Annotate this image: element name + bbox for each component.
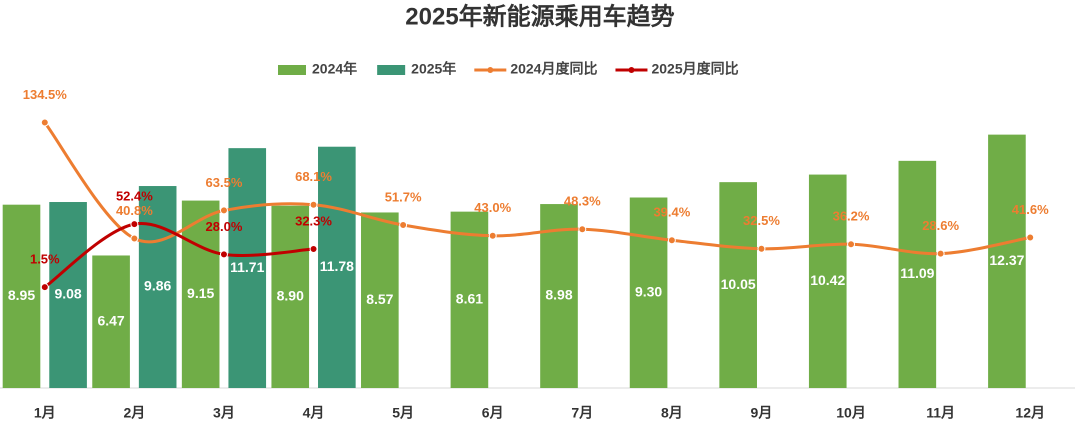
- x-tick-label: 8月: [661, 405, 683, 421]
- x-tick-label: 5月: [392, 405, 414, 421]
- line-marker: [40, 118, 49, 127]
- bar: [138, 186, 177, 388]
- line-value-label: 52.4%: [116, 189, 153, 204]
- legend-swatch: [278, 65, 306, 75]
- line-marker: [847, 240, 856, 249]
- legend-swatch: [487, 67, 494, 73]
- bar-value-label: 11.09: [900, 265, 934, 281]
- line-marker: [667, 236, 676, 245]
- bar-value-label: 6.47: [97, 312, 124, 328]
- bar-value-label: 9.08: [54, 286, 81, 302]
- legend-swatch: [628, 67, 635, 73]
- line-value-label: 32.3%: [295, 213, 332, 228]
- line-marker: [219, 206, 228, 215]
- bar-value-label: 8.61: [456, 291, 483, 307]
- legend-label: 2024年: [312, 61, 357, 77]
- line-value-label: 134.5%: [23, 87, 68, 102]
- bar-value-label: 10.05: [721, 276, 756, 292]
- bar-value-label: 11.78: [320, 258, 354, 274]
- bar: [49, 202, 87, 388]
- line-value-label: 41.6%: [1012, 202, 1049, 217]
- x-tick-label: 12月: [1015, 405, 1045, 421]
- bar-value-label: 8.57: [366, 291, 393, 307]
- line-value-label: 40.8%: [116, 203, 153, 218]
- chart-title: 2025年新能源乘用车趋势: [405, 2, 674, 30]
- bar: [988, 134, 1026, 388]
- bar-value-label: 9.30: [635, 283, 662, 299]
- legend-label: 2025年: [411, 61, 456, 77]
- line-value-label: 68.1%: [295, 169, 332, 184]
- bar: [361, 212, 399, 388]
- bar: [271, 205, 310, 388]
- line-marker: [309, 245, 318, 254]
- bar: [2, 204, 41, 388]
- line: [43, 222, 314, 289]
- line-marker: [757, 244, 766, 253]
- line-value-label: 28.0%: [206, 219, 243, 234]
- legend-label: 2025月度同比: [651, 61, 738, 77]
- bar: [181, 200, 220, 388]
- line-value-label: 1.5%: [30, 252, 60, 267]
- x-tick-label: 2月: [123, 405, 145, 421]
- line-marker: [130, 220, 139, 229]
- x-tick-label: 9月: [751, 405, 773, 421]
- line-value-label: 36.2%: [833, 209, 870, 224]
- bar: [808, 174, 847, 388]
- line-marker: [40, 283, 49, 292]
- line-marker: [130, 234, 139, 243]
- line-marker: [488, 231, 497, 240]
- x-tick-label: 4月: [303, 405, 325, 421]
- line-marker: [219, 250, 228, 259]
- x-tick-label: 1月: [34, 405, 56, 421]
- line-marker: [936, 249, 945, 258]
- x-tick-label: 6月: [482, 405, 504, 421]
- line-value-label: 32.5%: [743, 213, 780, 228]
- bar-value-label: 11.71: [230, 259, 264, 275]
- x-tick-label: 10月: [836, 405, 866, 421]
- bar-value-label: 9.86: [144, 278, 171, 294]
- bar-value-label: 12.37: [989, 252, 1024, 268]
- line-marker: [309, 200, 318, 209]
- line-marker: [1026, 233, 1035, 242]
- line-value-label: 63.5%: [206, 175, 243, 190]
- bar: [228, 148, 267, 388]
- bar-value-label: 9.15: [187, 285, 214, 301]
- bar: [719, 182, 757, 388]
- bar: [898, 160, 937, 388]
- line-value-label: 51.7%: [385, 189, 422, 204]
- x-tick-label: 11月: [926, 405, 955, 421]
- bar-value-label: 10.42: [810, 272, 845, 288]
- legend-label: 2024月度同比: [510, 61, 597, 77]
- line-value-label: 48.3%: [564, 194, 601, 209]
- bar: [629, 197, 668, 388]
- bar: [450, 211, 489, 388]
- bar-value-label: 8.98: [545, 287, 572, 303]
- line-value-label: 39.4%: [653, 205, 690, 220]
- bar: [92, 255, 130, 388]
- bar: [540, 204, 578, 388]
- x-tick-label: 7月: [571, 405, 593, 421]
- line-marker: [399, 221, 408, 230]
- line-marker: [578, 225, 587, 234]
- line-value-label: 28.6%: [922, 218, 959, 233]
- bar-value-label: 8.95: [8, 287, 35, 303]
- bar-value-label: 8.90: [277, 288, 304, 304]
- legend-swatch: [377, 65, 406, 75]
- line-value-label: 43.0%: [474, 200, 511, 215]
- x-tick-label: 3月: [213, 405, 235, 421]
- bar: [318, 146, 356, 388]
